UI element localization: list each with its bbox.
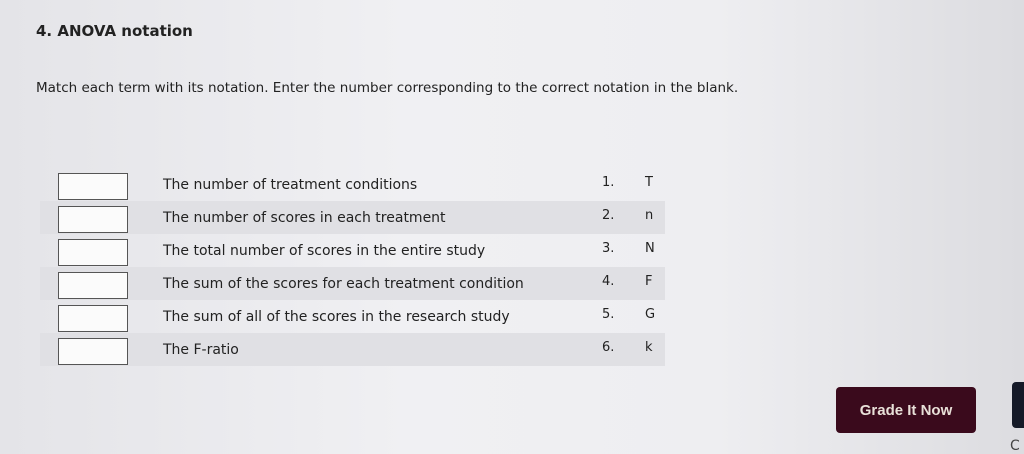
grade-it-now-button[interactable]: Grade It Now [836,387,976,433]
term-label: The total number of scores in the entire… [163,243,486,259]
notation-symbol: T [645,175,653,190]
term-label: The sum of the scores for each treatment… [163,276,524,292]
answer-input[interactable] [58,239,128,266]
table-row: The sum of the scores for each treatment… [40,267,665,300]
notation-symbol: F [645,274,653,289]
notation-number: 3. [602,241,615,256]
notation-symbol: G [645,307,656,322]
notation-number: 1. [602,175,615,190]
answer-input[interactable] [58,173,128,200]
notation-symbol: n [645,208,654,223]
table-row: The sum of all of the scores in the rese… [40,300,665,333]
term-label: The number of treatment conditions [163,177,418,193]
notation-number: 2. [602,208,615,223]
instructions: Match each term with its notation. Enter… [36,80,739,96]
matching-table: The number of treatment conditions 1. T … [40,168,665,366]
next-button[interactable] [1012,382,1024,428]
table-row: The total number of scores in the entire… [40,234,665,267]
term-label: The F-ratio [163,342,239,358]
table-row: The number of treatment conditions 1. T [40,168,665,201]
notation-number: 4. [602,274,615,289]
term-label: The number of scores in each treatment [163,210,446,226]
question-title: 4. ANOVA notation [36,22,193,40]
notation-symbol: k [645,340,653,355]
term-label: The sum of all of the scores in the rese… [163,309,510,325]
table-row: The F-ratio 6. k [40,333,665,366]
notation-number: 5. [602,307,615,322]
notation-symbol: N [645,241,655,256]
cut-off-text: C [1010,438,1020,454]
notation-number: 6. [602,340,615,355]
answer-input[interactable] [58,338,128,365]
table-row: The number of scores in each treatment 2… [40,201,665,234]
answer-input[interactable] [58,272,128,299]
answer-input[interactable] [58,206,128,233]
answer-input[interactable] [58,305,128,332]
